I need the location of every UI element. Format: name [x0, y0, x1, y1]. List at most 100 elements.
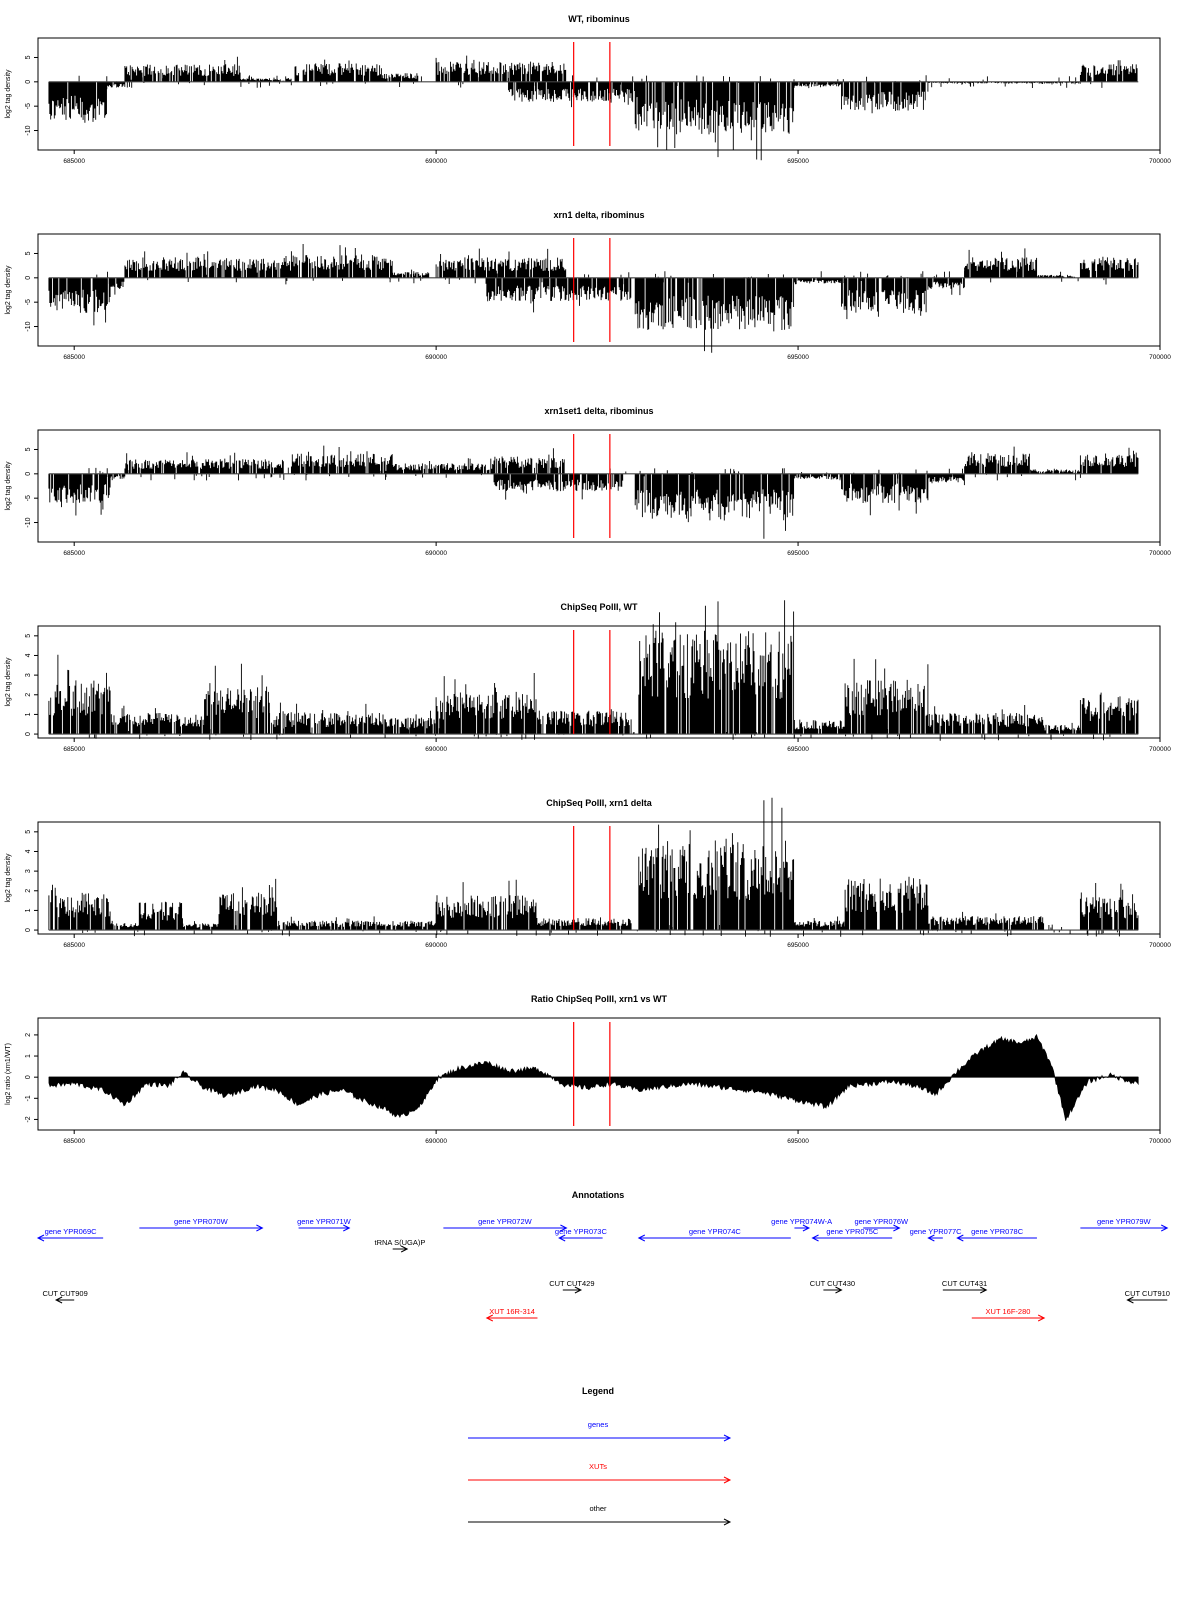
- panel-6: Ratio ChipSeq PolII, xrn1 vs WT -2 -1 0 1 2 lo…: [5, 994, 1171, 1145]
- signal-bars: [48, 244, 1139, 353]
- feature-gene-ypr073c: gene YPR073C: [555, 1227, 608, 1242]
- feature-arrow-head: [560, 1224, 568, 1232]
- x-tick-label: 695000: [787, 1138, 809, 1145]
- feature-arrow-head: [574, 1286, 583, 1294]
- y-tick-label: 5: [25, 251, 32, 255]
- plot-frame: [37, 821, 1161, 935]
- plot-frame: [37, 625, 1161, 739]
- feature-arrow-head: [54, 1296, 63, 1304]
- feature-arrow-head: [36, 1234, 45, 1242]
- feature-cut-cut909: CUT CUT909: [42, 1289, 88, 1304]
- y-tick-label: 5: [25, 55, 32, 59]
- x-tick-label: 690000: [425, 746, 447, 753]
- x-tick-label: 685000: [63, 746, 85, 753]
- feature-cut-cut431: CUT CUT431: [942, 1279, 988, 1294]
- feature-gene-ypr074c: gene YPR074C: [637, 1227, 791, 1242]
- y-tick-label: 0: [25, 80, 32, 84]
- x-tick-label: 695000: [787, 746, 809, 753]
- y-tick-label: 0: [25, 1075, 32, 1079]
- y-tick-label: 1: [25, 1054, 32, 1058]
- feature-trna-s-uga-p: tRNA S(UGA)P: [375, 1238, 425, 1253]
- y-tick-label: -10: [25, 321, 32, 331]
- feature-gene-ypr074w-a: gene YPR074W-A: [771, 1217, 832, 1232]
- y-tick-label: 5: [25, 634, 32, 638]
- x-tick-label: 700000: [1149, 746, 1171, 753]
- y-tick-label: -5: [25, 103, 32, 109]
- legend-arrow-head: [723, 1518, 732, 1526]
- feature-cut-cut430: CUT CUT430: [810, 1279, 855, 1294]
- plot-frame: [37, 37, 1161, 151]
- signal-track: [48, 600, 1139, 741]
- y-tick-label: 1: [25, 712, 32, 716]
- feature-gene-ypr075c: gene YPR075C: [811, 1227, 893, 1242]
- feature-arrow-head: [1161, 1224, 1169, 1232]
- x-tick-label: 690000: [425, 550, 447, 557]
- y-axis-label: log2 tag density: [5, 265, 12, 315]
- y-tick-label: -10: [25, 125, 32, 135]
- feature-label: gene YPR071W: [297, 1217, 352, 1226]
- feature-arrow-head: [637, 1234, 646, 1242]
- feature-xut-16r-314: XUT 16R-314: [485, 1307, 538, 1322]
- feature-gene-ypr076w: gene YPR076W: [854, 1217, 909, 1232]
- feature-label: gene YPR074W-A: [771, 1217, 832, 1226]
- x-tick-label: 685000: [63, 158, 85, 165]
- signal-track: [48, 797, 1139, 937]
- signal-bars: [48, 797, 1139, 937]
- feature-arrow-head: [927, 1234, 935, 1242]
- y-tick-label: -10: [25, 517, 32, 527]
- y-tick-label: 2: [25, 1033, 32, 1037]
- panel-title: xrn1set1 delta, ribominus: [544, 406, 653, 416]
- feature-label: gene YPR076W: [854, 1217, 909, 1226]
- panel-title: ChipSeq PolII, WT: [561, 602, 638, 612]
- feature-label: gene YPR069C: [45, 1227, 98, 1236]
- x-tick-label: 700000: [1149, 1138, 1171, 1145]
- signal-track: [48, 1033, 1139, 1121]
- y-tick-label: 0: [25, 472, 32, 476]
- y-axis-label: log2 tag density: [5, 461, 12, 511]
- feature-arrow-head: [802, 1224, 811, 1232]
- feature-label: gene YPR073C: [555, 1227, 608, 1236]
- plot-frame: [37, 233, 1161, 347]
- y-tick-label: 0: [25, 732, 32, 736]
- y-tick-label: 2: [25, 693, 32, 697]
- feature-label: CUT CUT910: [1125, 1289, 1170, 1298]
- plot-frame: [37, 429, 1161, 543]
- y-tick-label: 3: [25, 869, 32, 873]
- feature-arrow-head: [485, 1314, 494, 1322]
- feature-label: XUT 16R-314: [489, 1307, 535, 1316]
- feature-arrow-head: [558, 1234, 566, 1242]
- x-tick-label: 685000: [63, 354, 85, 361]
- x-tick-label: 700000: [1149, 354, 1171, 361]
- legend-label: XUTs: [589, 1462, 607, 1471]
- panel-title: xrn1 delta, ribominus: [553, 210, 644, 220]
- panel-1: WT, ribominus -10 -5 0 5 log2 tag density 6850…: [5, 14, 1171, 165]
- x-tick-label: 690000: [425, 354, 447, 361]
- feature-label: gene YPR072W: [478, 1217, 533, 1226]
- y-tick-label: 4: [25, 653, 32, 657]
- y-axis-label: log2 tag density: [5, 69, 12, 119]
- feature-arrow-head: [811, 1234, 819, 1242]
- feature-arrow-head: [893, 1224, 901, 1232]
- panel-2: xrn1 delta, ribominus -10 -5 0 5 log2 tag den…: [5, 210, 1171, 361]
- y-tick-label: -1: [25, 1095, 32, 1101]
- feature-label: gene YPR079W: [1097, 1217, 1152, 1226]
- x-tick-label: 685000: [63, 942, 85, 949]
- feature-arrow-head: [1037, 1314, 1046, 1322]
- panel-title: ChipSeq PolII, xrn1 delta: [546, 798, 653, 808]
- feature-gene-ypr070w: gene YPR070W: [139, 1217, 264, 1232]
- feature-gene-ypr079w: gene YPR079W: [1080, 1217, 1169, 1232]
- x-tick-label: 690000: [425, 942, 447, 949]
- x-tick-label: 700000: [1149, 942, 1171, 949]
- annotations-track: Annotations gene YPR069C gene YPR070W gene …: [36, 1190, 1170, 1322]
- legend-label: other: [589, 1504, 607, 1513]
- legend-label: genes: [588, 1420, 609, 1429]
- feature-cut-cut429: CUT CUT429: [549, 1279, 595, 1294]
- y-tick-label: 3: [25, 673, 32, 677]
- signal-bars: [48, 445, 1139, 539]
- feature-arrow-head: [343, 1224, 351, 1232]
- y-axis-label: log2 tag density: [5, 657, 12, 707]
- panel-3: xrn1set1 delta, ribominus -10 -5 0 5 log2 tag…: [5, 406, 1171, 557]
- legend: Legend genes XUTs other: [468, 1386, 732, 1526]
- y-tick-label: 4: [25, 849, 32, 853]
